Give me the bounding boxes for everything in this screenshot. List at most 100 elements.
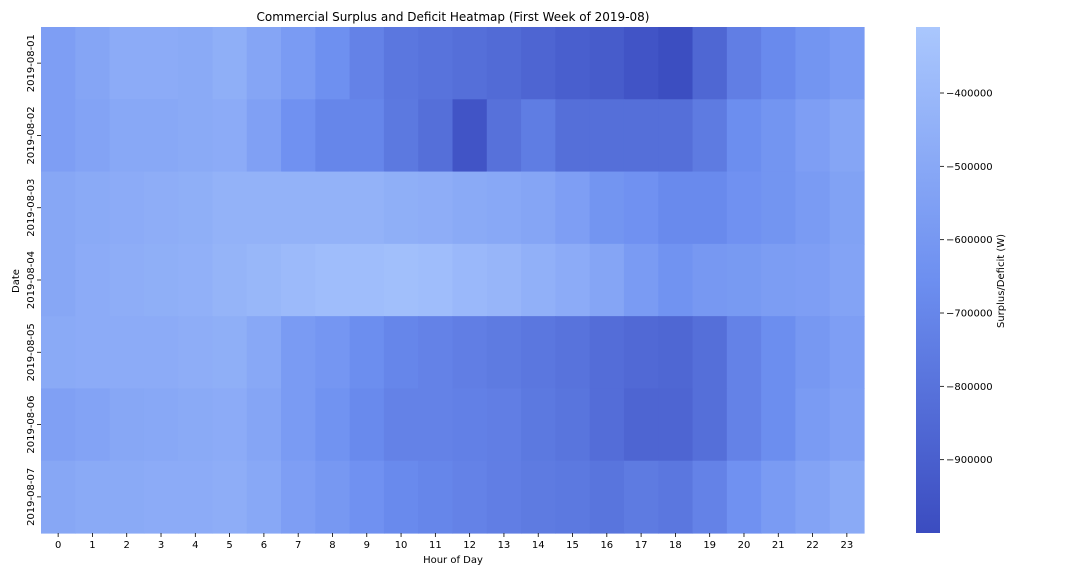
heatmap-cell bbox=[315, 388, 351, 462]
x-tick-label: 17 bbox=[635, 540, 648, 551]
heatmap-cell bbox=[623, 243, 659, 317]
heatmap-cell bbox=[452, 243, 488, 317]
heatmap-cell bbox=[383, 316, 419, 390]
heatmap-cell bbox=[281, 388, 316, 462]
heatmap-cell bbox=[521, 388, 556, 462]
heatmap-cell bbox=[829, 171, 865, 245]
heatmap-cell bbox=[761, 388, 797, 462]
y-tick-label: 2019-08-03 bbox=[26, 179, 37, 237]
heatmap-cell bbox=[418, 171, 454, 245]
heatmap-cell bbox=[178, 388, 214, 462]
heatmap-cell bbox=[143, 243, 179, 317]
heatmap-cell bbox=[41, 388, 76, 462]
heatmap-cell bbox=[349, 171, 385, 245]
colorbar-tick-label: −900000 bbox=[946, 455, 993, 466]
heatmap-cell bbox=[521, 316, 556, 390]
heatmap-cell bbox=[726, 171, 762, 245]
heatmap-cell bbox=[75, 99, 111, 173]
heatmap-cell bbox=[143, 99, 179, 173]
heatmap-cell bbox=[486, 99, 522, 173]
heatmap-cell bbox=[486, 171, 522, 245]
heatmap-cell bbox=[761, 171, 797, 245]
heatmap-cell bbox=[692, 460, 728, 534]
heatmap-cell bbox=[726, 99, 762, 173]
heatmap-cell bbox=[315, 243, 351, 317]
x-tick-label: 22 bbox=[806, 540, 819, 551]
heatmap-cell bbox=[41, 99, 76, 173]
heatmap-cell bbox=[109, 243, 145, 317]
heatmap-cell bbox=[555, 27, 591, 100]
heatmap-cell bbox=[41, 316, 76, 390]
y-axis-ticks: 2019-08-01 2019-08-02 2019-08-03 2019-08-04… bbox=[26, 34, 41, 526]
heatmap-cell bbox=[658, 243, 694, 317]
heatmap-cell bbox=[692, 388, 728, 462]
heatmap-cell bbox=[75, 388, 111, 462]
heatmap-cell bbox=[109, 99, 145, 173]
heatmap-cell bbox=[795, 27, 831, 100]
heatmap-cell bbox=[692, 171, 728, 245]
heatmap-cell bbox=[795, 460, 831, 534]
heatmap-cell bbox=[623, 27, 659, 100]
heatmap-cell bbox=[658, 171, 694, 245]
heatmap-cell bbox=[109, 388, 145, 462]
heatmap-cell bbox=[486, 27, 522, 100]
heatmap-cell bbox=[212, 460, 248, 534]
heatmap-cell bbox=[555, 99, 591, 173]
heatmap-cell bbox=[246, 171, 282, 245]
heatmap-cell bbox=[143, 388, 179, 462]
heatmap-cell bbox=[178, 171, 214, 245]
heatmap-cell bbox=[829, 388, 865, 462]
heatmap-cell bbox=[281, 316, 316, 390]
heatmap-cell bbox=[555, 243, 591, 317]
heatmap-cell bbox=[212, 316, 248, 390]
heatmap-cell bbox=[658, 316, 694, 390]
x-tick-label: 10 bbox=[395, 540, 408, 551]
heatmap-cell bbox=[246, 243, 282, 317]
heatmap-cell bbox=[692, 27, 728, 100]
colorbar bbox=[916, 27, 940, 533]
heatmap-cell bbox=[726, 243, 762, 317]
heatmap-cell bbox=[349, 388, 385, 462]
heatmap-cell bbox=[623, 388, 659, 462]
heatmap-cell bbox=[692, 316, 728, 390]
heatmap-cell bbox=[178, 27, 214, 100]
heatmap-cell bbox=[658, 388, 694, 462]
y-tick-label: 2019-08-06 bbox=[26, 396, 37, 454]
y-axis-label: Date bbox=[11, 269, 22, 293]
heatmap-cell bbox=[178, 460, 214, 534]
heatmap-cell bbox=[761, 316, 797, 390]
x-tick-label: 19 bbox=[703, 540, 716, 551]
heatmap-cell bbox=[761, 460, 797, 534]
heatmap-cell bbox=[623, 316, 659, 390]
heatmap-cell bbox=[315, 460, 351, 534]
heatmap-cell bbox=[75, 460, 111, 534]
heatmap-cell bbox=[795, 316, 831, 390]
heatmap-cell bbox=[143, 27, 179, 100]
colorbar-tick-label: −800000 bbox=[946, 382, 993, 393]
heatmap-cell bbox=[452, 316, 488, 390]
heatmap-cell bbox=[418, 388, 454, 462]
heatmap-cell bbox=[281, 243, 316, 317]
x-tick-label: 1 bbox=[89, 540, 95, 551]
x-tick-label: 11 bbox=[429, 540, 442, 551]
heatmap-cell bbox=[521, 460, 556, 534]
x-tick-label: 5 bbox=[226, 540, 232, 551]
heatmap-cell bbox=[281, 27, 316, 100]
heatmap-cell bbox=[521, 99, 556, 173]
heatmap-cell bbox=[761, 99, 797, 173]
colorbar-tick-label: −500000 bbox=[946, 162, 993, 173]
heatmap-cell bbox=[555, 460, 591, 534]
heatmap-cell bbox=[521, 27, 556, 100]
heatmap-cell bbox=[555, 171, 591, 245]
y-tick-label: 2019-08-01 bbox=[26, 34, 37, 92]
heatmap-cell bbox=[418, 316, 454, 390]
x-tick-label: 6 bbox=[261, 540, 267, 551]
heatmap-cell bbox=[761, 27, 797, 100]
heatmap-cell bbox=[75, 171, 111, 245]
heatmap-cell bbox=[623, 460, 659, 534]
heatmap-cell bbox=[829, 243, 865, 317]
heatmap-cell bbox=[418, 27, 454, 100]
heatmap-cell bbox=[75, 243, 111, 317]
y-tick-label: 2019-08-04 bbox=[26, 251, 37, 309]
heatmap-cell bbox=[315, 99, 351, 173]
